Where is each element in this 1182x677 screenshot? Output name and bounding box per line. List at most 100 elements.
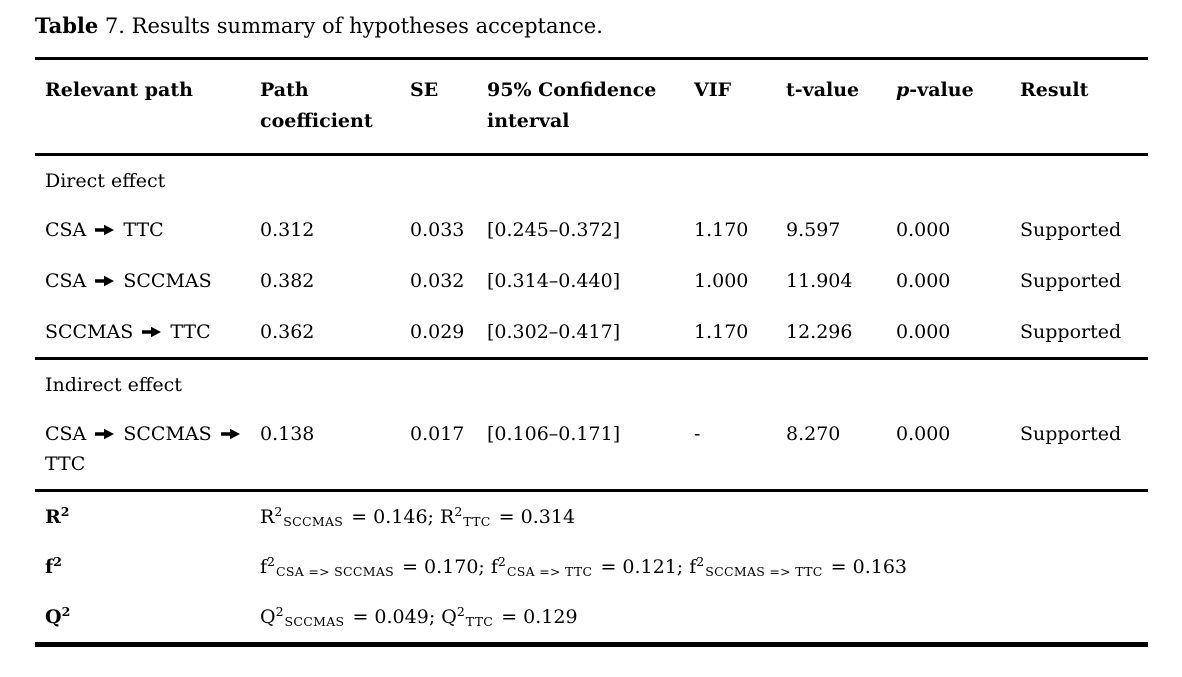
section-label-row: Indirect effect <box>35 360 1148 408</box>
section-label-row: Direct effect <box>35 156 1148 204</box>
ci-cell: [0.314–0.440] <box>487 270 621 292</box>
table-row: CSA TTC 0.312 0.033 [0.245–0.372] 1.170 … <box>35 204 1148 255</box>
stat-term: f <box>260 556 268 578</box>
vif-cell: 1.170 <box>694 321 749 343</box>
stat-row-r2: R2 R2SCCMAS = 0.146; R2TTC = 0.314 <box>35 492 1148 542</box>
table-header-row: Relevant path Path coefficient SE 95% Co… <box>35 60 1148 153</box>
stat-term: f <box>689 556 697 578</box>
stat-term-sub: SCCMAS <box>283 514 344 529</box>
path-node: CSA <box>45 423 87 445</box>
stat-term: Q <box>260 606 276 628</box>
section-label-direct-effect: Direct effect <box>45 170 166 192</box>
path-node: TTC <box>123 219 164 241</box>
section-divider-rule <box>35 489 1148 492</box>
right-arrow-icon <box>95 428 115 440</box>
stat-term: Q <box>441 606 457 628</box>
table-row: CSA SCCMAS 0.382 0.032 [0.314–0.440] 1.0… <box>35 255 1148 306</box>
stat-term-sub: CSA => SCCMAS <box>276 564 395 579</box>
coefficient-cell: 0.312 <box>260 219 315 241</box>
path-cell: CSA SCCMAS <box>35 255 250 306</box>
header-vif: VIF <box>694 79 732 101</box>
stat-term: R <box>260 506 275 528</box>
p-value-cell: 0.000 <box>896 219 951 241</box>
header-result: Result <box>1020 79 1089 101</box>
header-se: SE <box>410 79 439 101</box>
path-node: SCCMAS <box>123 423 212 445</box>
p-value-cell: 0.000 <box>896 321 951 343</box>
coefficient-cell: 0.138 <box>260 423 315 445</box>
stat-term-sub: SCCMAS => TTC <box>705 564 823 579</box>
stat-term-value: = 0.314 <box>492 506 576 528</box>
stat-label-sup: 2 <box>60 504 70 519</box>
ci-cell: [0.106–0.171] <box>487 423 621 445</box>
stat-row-q2: Q2 Q2SCCMAS = 0.049; Q2TTC = 0.129 <box>35 592 1148 642</box>
stat-term-sup: 2 <box>497 554 506 569</box>
table-caption: Table 7. Results summary of hypotheses a… <box>35 0 1148 40</box>
stat-term-sub: SCCMAS <box>284 614 345 629</box>
path-node: TTC <box>170 321 211 343</box>
stat-term-sup: 2 <box>267 554 275 569</box>
header-path-coefficient: Path coefficient <box>260 79 373 132</box>
stat-label-base: Q <box>45 606 62 628</box>
table-caption-number: Table <box>35 13 99 38</box>
table-caption-text: 7. Results summary of hypotheses accepta… <box>98 14 603 38</box>
right-arrow-icon <box>95 224 115 236</box>
results-table-page: Table 7. Results summary of hypotheses a… <box>35 0 1148 647</box>
stat-content-q2: Q2SCCMAS = 0.049; Q2TTC = 0.129 <box>250 592 1148 642</box>
t-value-cell: 12.296 <box>786 321 853 343</box>
stat-term-sup: 2 <box>454 504 463 519</box>
path-node: CSA <box>45 219 87 241</box>
stat-label-q2: Q2 <box>35 592 250 642</box>
path-node: SCCMAS <box>123 270 212 292</box>
stat-term-value: = 0.146; <box>345 506 440 528</box>
path-node: CSA <box>45 270 87 292</box>
p-value-cell: 0.000 <box>896 423 951 445</box>
t-value-cell: 8.270 <box>786 423 841 445</box>
stat-term: f <box>490 556 498 578</box>
se-cell: 0.033 <box>410 219 465 241</box>
se-cell: 0.032 <box>410 270 465 292</box>
ci-cell: [0.245–0.372] <box>487 219 621 241</box>
stat-content-f2: f2CSA => SCCMAS = 0.170; f2CSA => TTC = … <box>250 542 1148 592</box>
stat-term-sup: 2 <box>696 554 705 569</box>
stat-term-sub: TTC <box>463 514 491 529</box>
stat-label-f2: f2 <box>35 542 250 592</box>
stat-term-sub: TTC <box>465 614 494 629</box>
coefficient-cell: 0.382 <box>260 270 315 292</box>
right-arrow-icon <box>220 428 240 440</box>
stat-label-base: R <box>45 506 61 528</box>
stat-label-r2: R2 <box>35 492 250 542</box>
result-cell: Supported <box>1020 270 1122 292</box>
stat-label-sup: 2 <box>61 604 71 619</box>
header-t-value: t-value <box>786 79 860 101</box>
stat-content-r2: R2SCCMAS = 0.146; R2TTC = 0.314 <box>250 492 1148 542</box>
path-node: TTC <box>45 453 86 475</box>
section-divider-rule <box>35 357 1148 360</box>
header-p-value: p-value <box>886 60 1010 153</box>
right-arrow-icon <box>142 326 162 338</box>
vif-cell: 1.000 <box>694 270 749 292</box>
path-node: SCCMAS <box>45 321 134 343</box>
p-value-cell: 0.000 <box>896 270 951 292</box>
stat-label-base: f <box>45 556 54 578</box>
vif-cell: - <box>694 423 701 445</box>
table-bottom-rule <box>35 642 1148 647</box>
result-cell: Supported <box>1020 321 1122 343</box>
stat-term: R <box>440 506 455 528</box>
header-confidence-interval: 95% Confidence interval <box>487 79 657 132</box>
table-row: CSA SCCMAS TTC 0.138 0.017 [0.106–0.171]… <box>35 408 1148 489</box>
stat-term-sub: CSA => TTC <box>506 564 593 579</box>
header-bottom-rule <box>35 153 1148 156</box>
header-p-value-italic: p <box>896 79 910 101</box>
table-top-rule <box>35 57 1148 60</box>
path-cell: CSA TTC <box>35 204 250 255</box>
t-value-cell: 11.904 <box>786 270 853 292</box>
table-row: SCCMAS TTC 0.362 0.029 [0.302–0.417] 1.1… <box>35 306 1148 357</box>
se-cell: 0.029 <box>410 321 465 343</box>
stat-term-sup: 2 <box>456 604 465 619</box>
stat-term-value: = 0.163 <box>824 556 908 578</box>
stat-term-value: = 0.121; <box>594 556 690 578</box>
stat-term-sup: 2 <box>274 504 283 519</box>
header-p-value-rest: -value <box>909 79 974 101</box>
path-cell: CSA SCCMAS TTC <box>35 408 250 489</box>
